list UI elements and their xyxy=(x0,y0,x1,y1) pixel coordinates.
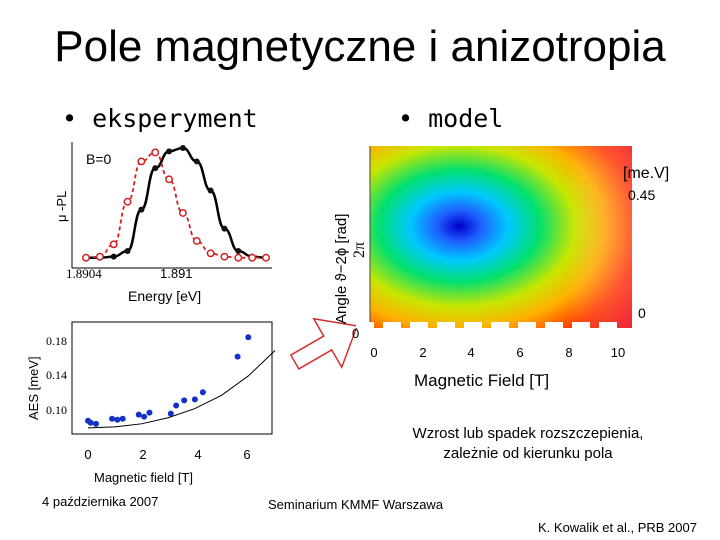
map-ytick-0: 0 xyxy=(352,326,359,341)
pl-red-point-3 xyxy=(123,197,132,206)
slide-title: Pole magnetyczne i anizotropia xyxy=(54,22,666,71)
pl-red-point-1 xyxy=(95,252,104,261)
pl-red-point-5 xyxy=(151,148,160,157)
aes-xtick-4: 4 xyxy=(194,447,201,462)
map-xtick-0: 0 xyxy=(370,345,377,360)
aes-ylabel: AES [meV] xyxy=(26,356,41,420)
footer-reference: K. Kowalik et al., PRB 2007 xyxy=(538,520,697,535)
pl-black-point-8 xyxy=(193,158,200,165)
aes-point-13 xyxy=(199,389,206,396)
map-xtick-4: 4 xyxy=(467,345,474,360)
zero-angle-dashed-line xyxy=(356,322,617,328)
pl-red-point-6 xyxy=(165,175,174,184)
aes-xtick-0: 0 xyxy=(84,447,91,462)
colorbar-max: 0.45 xyxy=(628,187,655,203)
dash-segment-2 xyxy=(410,322,428,328)
aes-point-9 xyxy=(167,410,174,417)
anisotropy-map: [me.V] 0.45 0 0 2 4 6 8 10 Magnetic Fiel… xyxy=(333,146,669,390)
footer-date: 4 października 2007 xyxy=(42,494,159,509)
aes-xlabel: Magnetic field [T] xyxy=(94,470,193,485)
pl-black-point-10 xyxy=(221,225,228,232)
footer-seminar: Seminarium KMMF Warszawa xyxy=(268,497,444,512)
aes-xtick-2: 2 xyxy=(139,447,146,462)
pl-black-point-11 xyxy=(235,248,242,255)
map-xlabel: Magnetic Field [T] xyxy=(414,371,549,390)
bullet-experiment: • eksperyment xyxy=(62,104,258,133)
dash-segment-9 xyxy=(599,322,617,328)
aes-point-8 xyxy=(146,409,153,416)
aes-ytick-1: 0.18 xyxy=(46,334,67,348)
arrow-shape xyxy=(289,317,359,370)
colorbar-min: 0 xyxy=(638,305,646,321)
pl-ylabel: μ -PL xyxy=(54,191,69,222)
pl-red-point-11 xyxy=(234,253,243,262)
dash-segment-1 xyxy=(383,322,401,328)
aes-ytick-2: 0.14 xyxy=(46,368,67,382)
pl-xtick-2: 1.891 xyxy=(160,266,193,281)
pl-xtick-1: 1.8904 xyxy=(66,266,102,281)
aes-point-2 xyxy=(93,420,100,427)
aes-point-10 xyxy=(173,402,180,409)
caption-line-2: zależnie od kierunku pola xyxy=(443,445,613,462)
map-xtick-2: 2 xyxy=(419,345,426,360)
aes-fit-curve xyxy=(87,350,276,429)
dash-segment-0 xyxy=(356,322,374,328)
caption-line-1: Wzrost lub spadek rozszczepienia, xyxy=(412,425,644,442)
pl-red-point-0 xyxy=(82,253,90,262)
dash-segment-8 xyxy=(572,322,590,328)
aes-point-14 xyxy=(234,353,241,360)
dash-segment-7 xyxy=(545,322,563,328)
map-xtick-8: 8 xyxy=(565,345,572,360)
pl-black-point-3 xyxy=(124,248,131,255)
map-xtick-6: 6 xyxy=(516,345,523,360)
pl-red-point-8 xyxy=(192,237,201,245)
aes-point-7 xyxy=(141,413,148,420)
colorbar-unit: [me.V] xyxy=(623,165,669,182)
map-ytick-2pi: 2π xyxy=(351,242,368,258)
aes-xtick-6: 6 xyxy=(243,447,250,462)
bullet-model: • model xyxy=(398,104,504,133)
pl-black-point-5 xyxy=(152,165,159,172)
pl-plot: B=0 1.8904 1.891 Energy [eV] μ -PL xyxy=(54,142,272,304)
pl-red-point-12 xyxy=(248,253,257,262)
pl-xlabel: Energy [eV] xyxy=(128,288,201,304)
pl-red-point-2 xyxy=(109,240,118,249)
aes-point-15 xyxy=(245,334,252,341)
pl-label: B=0 xyxy=(86,151,112,167)
dash-segment-3 xyxy=(437,322,455,328)
aes-point-6 xyxy=(135,411,142,418)
aes-point-1 xyxy=(87,419,94,426)
dash-segment-5 xyxy=(491,322,509,328)
pl-red-point-4 xyxy=(137,157,146,166)
pl-black-point-6 xyxy=(166,148,173,155)
map-ylabel: Angle ϑ−2ϕ [rad] xyxy=(333,214,350,324)
pl-red-point-9 xyxy=(206,249,215,258)
aes-point-12 xyxy=(191,396,198,403)
dash-segment-6 xyxy=(518,322,536,328)
aes-ytick-3: 0.10 xyxy=(46,403,67,417)
aes-plot: 0.18 0.14 0.10 0 2 4 6 Magnetic field [T… xyxy=(26,321,276,485)
aes-point-5 xyxy=(119,415,126,422)
aes-point-3 xyxy=(109,415,116,422)
pl-red-point-13 xyxy=(262,253,270,262)
map-xtick-10: 10 xyxy=(611,345,625,360)
dash-segment-4 xyxy=(464,322,482,328)
pl-red-point-10 xyxy=(220,252,229,261)
pl-black-point-9 xyxy=(207,187,214,194)
pl-black-point-7 xyxy=(179,145,186,151)
pl-black-point-2 xyxy=(110,253,117,260)
pl-red-point-7 xyxy=(178,209,187,217)
aes-point-4 xyxy=(114,416,121,423)
pl-black-point-4 xyxy=(138,206,145,213)
aes-point-11 xyxy=(181,397,188,404)
